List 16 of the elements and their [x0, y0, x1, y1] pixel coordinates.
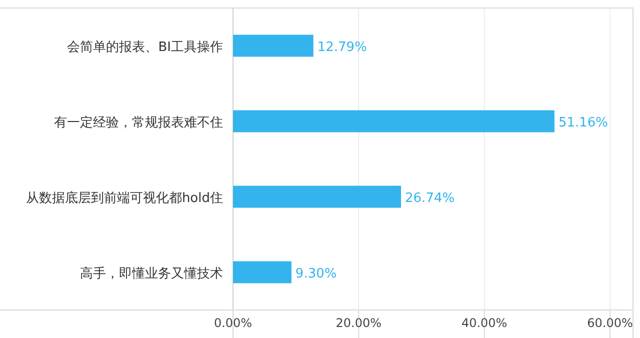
bar	[233, 34, 314, 57]
data-label: 9.30%	[295, 266, 337, 282]
y-tick-label: 有一定经验，常规报表难不住	[54, 115, 223, 130]
x-tick-label: 40.00%	[461, 316, 508, 330]
data-label: 51.16%	[558, 115, 608, 130]
data-label: 26.74%	[405, 190, 455, 206]
bar	[233, 261, 292, 284]
x-tick-label: 0.00%	[214, 316, 252, 330]
x-tick-label: 20.00%	[336, 316, 382, 330]
data-label: 12.79%	[317, 40, 367, 55]
bar	[233, 186, 402, 208]
y-tick-label: 从数据底层到前端可视化都hold住	[26, 190, 223, 206]
x-tick-label: 60.00%	[587, 316, 633, 330]
bar	[233, 110, 554, 132]
y-tick-label: 会简单的报表、BI工具操作	[67, 40, 223, 55]
y-tick-label: 高手，即懂业务又懂技术	[80, 265, 223, 282]
